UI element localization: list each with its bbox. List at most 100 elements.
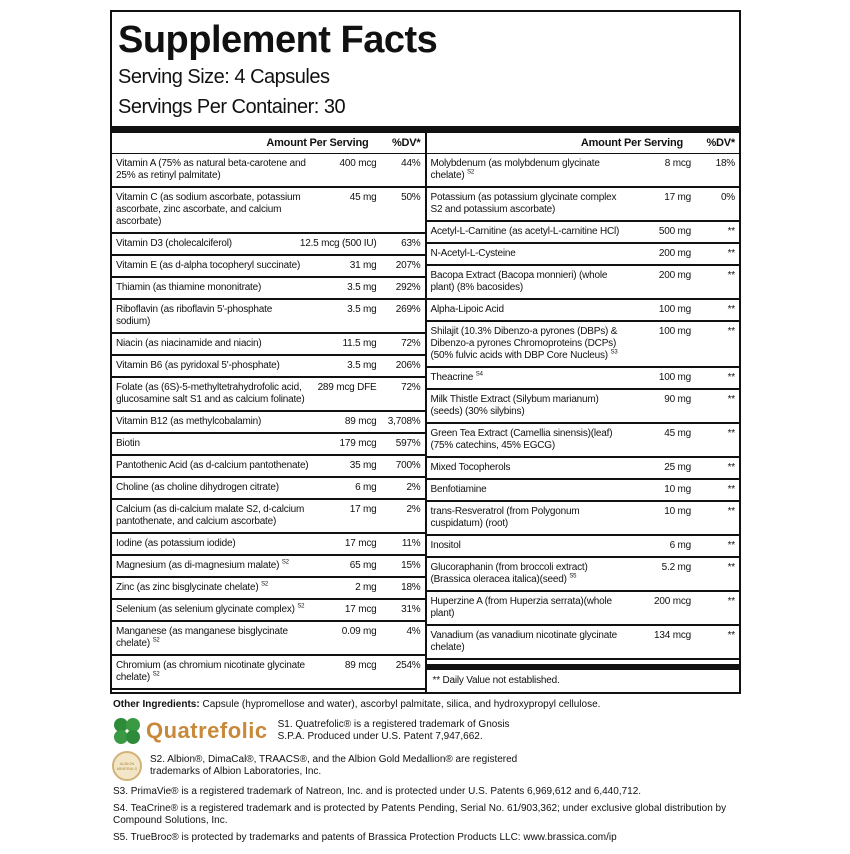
footnote-s5: S5. TrueBroc® is protected by trademarks… bbox=[113, 832, 617, 843]
nutrient-row: Shilajit (10.3% Dibenzo-a pyrones (DBPs)… bbox=[426, 322, 739, 368]
amount-header: Amount Per Serving bbox=[266, 137, 369, 149]
supplement-facts-panel: Supplement Facts Serving Size: 4 Capsule… bbox=[110, 10, 741, 694]
nutrient-row: Manganese (as manganese bisglycinate che… bbox=[112, 622, 425, 656]
nutrient-amount: 45 mg bbox=[349, 192, 377, 203]
nutrient-amount: 3.5 mg bbox=[347, 360, 377, 371]
nutrient-amount: 2 mg bbox=[355, 582, 377, 593]
nutrient-amount: 3.5 mg bbox=[347, 282, 377, 293]
nutrient-amount: 6 mg bbox=[355, 482, 377, 493]
dv-header: %DV* bbox=[706, 137, 735, 149]
nutrient-dv: 31% bbox=[401, 604, 421, 615]
nutrient-amount: 17 mg bbox=[349, 504, 377, 515]
label-page: Supplement Facts Serving Size: 4 Capsule… bbox=[110, 10, 741, 843]
nutrient-row: Pantothenic Acid (as d-calcium pantothen… bbox=[112, 456, 425, 478]
nutrient-dv: ** bbox=[727, 372, 736, 383]
nutrient-name: Huperzine A (from Huperzia serrata)(whol… bbox=[430, 596, 613, 619]
nutrient-row: Theacrine S4 100 mg ** bbox=[426, 368, 739, 390]
quatrefolic-wordmark: Quatrefolic bbox=[146, 718, 268, 743]
nutrient-name: Alpha-Lipoic Acid bbox=[430, 304, 505, 315]
nutrient-amount: 200 mg bbox=[658, 270, 691, 281]
footnote-s1: S1. Quatrefolic® is a registered tradema… bbox=[277, 719, 510, 742]
nutrient-amount: 89 mcg bbox=[344, 660, 377, 671]
nutrient-row: Molybdenum (as molybdenum glycinate chel… bbox=[426, 154, 739, 188]
footnote-marker: S2 bbox=[281, 559, 289, 566]
nutrient-row: Choline (as choline dihydrogen citrate) … bbox=[112, 478, 425, 500]
clover-icon bbox=[114, 718, 140, 744]
nutrient-row: Benfotiamine 10 mg ** bbox=[426, 480, 739, 502]
nutrient-name: Niacin (as niacinamide and niacin) bbox=[116, 338, 262, 349]
nutrient-dv: 292% bbox=[395, 282, 421, 293]
nutrient-dv: 15% bbox=[401, 560, 421, 571]
nutrient-row: Alpha-Lipoic Acid 100 mg ** bbox=[426, 300, 739, 322]
nutrient-dv: ** bbox=[727, 462, 736, 473]
nutrient-row: Folate (as (6S)-5-methyltetrahydrofolic … bbox=[112, 378, 425, 412]
nutrient-amount: 179 mcg bbox=[339, 438, 377, 449]
nutrient-row: Vanadium (as vanadium nicotinate glycina… bbox=[426, 626, 739, 660]
nutrient-dv: 63% bbox=[401, 238, 421, 249]
nutrient-name: Selenium (as selenium glycinate complex)… bbox=[116, 603, 305, 615]
nutrient-amount: 5.2 mg bbox=[661, 562, 692, 573]
nutrient-dv: ** bbox=[727, 394, 736, 405]
nutrient-row: Biotin 179 mcg 597% bbox=[112, 434, 425, 456]
nutrient-amount: 35 mg bbox=[349, 460, 377, 471]
nutrient-amount: 3.5 mg bbox=[347, 304, 377, 315]
footnote-s4: S4. TeaCrine® is a registered trademark … bbox=[113, 803, 727, 826]
nutrient-row: Huperzine A (from Huperzia serrata)(whol… bbox=[426, 592, 739, 626]
nutrient-dv: ** bbox=[727, 226, 736, 237]
nutrient-row: Mixed Tocopherols 25 mg ** bbox=[426, 458, 739, 480]
nutrient-amount: 134 mcg bbox=[654, 630, 691, 641]
nutrient-row: Vitamin D3 (cholecalciferol) 12.5 mcg (5… bbox=[112, 234, 425, 256]
nutrient-dv: 2% bbox=[406, 504, 421, 515]
nutrient-name: Vitamin A (75% as natural beta-carotene … bbox=[116, 158, 306, 181]
albion-medallion-logo: ALBION MINERALS bbox=[112, 751, 142, 781]
footnote-marker: S4 bbox=[475, 371, 483, 378]
nutrient-dv: ** bbox=[727, 506, 736, 517]
nutrient-name: Calcium (as di-calcium malate S2, d-calc… bbox=[116, 504, 305, 527]
servings-per-container: Servings Per Container: 30 bbox=[118, 96, 346, 118]
nutrient-name: Pantothenic Acid (as d-calcium pantothen… bbox=[116, 460, 309, 471]
nutrient-row: Calcium (as di-calcium malate S2, d-calc… bbox=[112, 500, 425, 534]
dv-note: ** Daily Value not established. bbox=[432, 675, 560, 686]
panel-title: Supplement Facts bbox=[118, 19, 438, 61]
nutrient-dv: 72% bbox=[401, 338, 421, 349]
footnote-marker: S2 bbox=[467, 169, 475, 176]
nutrient-row: N-Acetyl-L-Cysteine 200 mg ** bbox=[426, 244, 739, 266]
nutrient-name: Magnesium (as di-magnesium malate) S2 bbox=[116, 559, 289, 571]
nutrient-dv: ** bbox=[727, 270, 736, 281]
nutrient-name: Vitamin B12 (as methylcobalamin) bbox=[116, 416, 262, 427]
nutrient-amount: 500 mg bbox=[658, 226, 691, 237]
footnote-marker: S2 bbox=[261, 581, 269, 588]
footnote-s2-line: ALBION MINERALS S2. Albion®, DimaCal®, T… bbox=[110, 751, 741, 781]
nutrient-dv: 207% bbox=[395, 260, 421, 271]
nutrient-name: Vitamin C (as sodium ascorbate, potassiu… bbox=[116, 192, 301, 227]
divider-bar bbox=[112, 126, 739, 133]
nutrient-amount: 65 mg bbox=[349, 560, 377, 571]
nutrient-dv: 254% bbox=[395, 660, 421, 671]
nutrient-row: Green Tea Extract (Camellia sinensis)(le… bbox=[426, 424, 739, 458]
nutrient-row: trans-Resveratrol (from Polygonum cuspid… bbox=[426, 502, 739, 536]
nutrient-row: Vitamin C (as sodium ascorbate, potassiu… bbox=[112, 188, 425, 234]
nutrient-dv: 11% bbox=[401, 538, 421, 549]
nutrient-dv: 18% bbox=[715, 158, 736, 169]
nutrient-row: Selenium (as selenium glycinate complex)… bbox=[112, 600, 425, 622]
nutrient-name: Acetyl-L-Carnitine (as acetyl-L-carnitin… bbox=[430, 226, 620, 237]
nutrient-dv: 206% bbox=[395, 360, 421, 371]
nutrient-name: Benfotiamine bbox=[430, 484, 487, 495]
nutrient-dv: 50% bbox=[401, 192, 421, 203]
nutrient-dv: 700% bbox=[395, 460, 421, 471]
nutrient-amount: 89 mcg bbox=[344, 416, 377, 427]
nutrient-name: Vitamin D3 (cholecalciferol) bbox=[116, 238, 232, 249]
nutrient-dv: ** bbox=[727, 484, 736, 495]
dv-header: %DV* bbox=[391, 137, 421, 149]
nutrient-name: Vanadium (as vanadium nicotinate glycina… bbox=[430, 630, 618, 653]
nutrient-name: Potassium (as potassium glycinate comple… bbox=[430, 192, 617, 215]
nutrient-name: Inositol bbox=[430, 540, 461, 551]
nutrient-amount: 45 mg bbox=[664, 428, 691, 439]
nutrient-dv: ** bbox=[727, 428, 736, 439]
nutrient-row: Vitamin B6 (as pyridoxal 5'-phosphate) 3… bbox=[112, 356, 425, 378]
nutrient-dv: ** bbox=[727, 304, 736, 315]
nutrient-name: Milk Thistle Extract (Silybum marianum)(… bbox=[430, 394, 599, 417]
footnote-marker: S2 bbox=[152, 671, 160, 678]
divider-bar bbox=[426, 664, 739, 670]
nutrient-dv: 0% bbox=[720, 192, 735, 203]
